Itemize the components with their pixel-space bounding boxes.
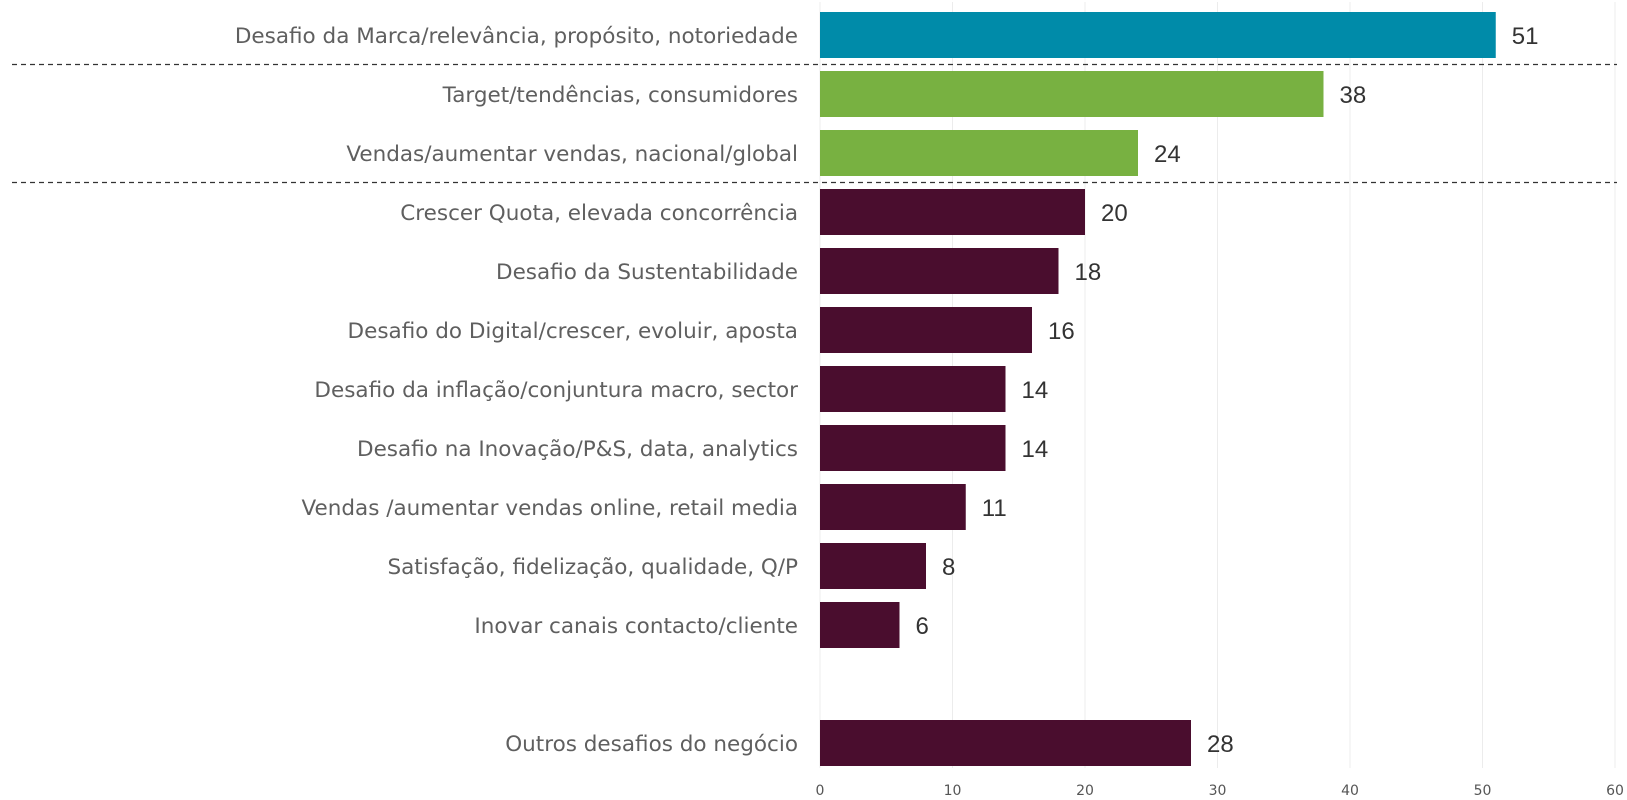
value-label: 6 <box>916 613 929 640</box>
value-label: 24 <box>1154 141 1181 168</box>
x-tick-label: 40 <box>1341 783 1359 799</box>
bar <box>820 248 1059 294</box>
category-labels: Desafio da Marca/relevância, propósito, … <box>235 24 798 757</box>
bar <box>820 189 1085 235</box>
value-label: 51 <box>1512 23 1539 50</box>
bar <box>820 602 900 648</box>
category-label: Outros desafios do negócio <box>505 732 798 757</box>
bar <box>820 366 1006 412</box>
value-label: 14 <box>1022 377 1049 404</box>
bar <box>820 543 926 589</box>
category-label: Vendas /aumentar vendas online, retail m… <box>301 496 798 521</box>
category-label: Crescer Quota, elevada concorrência <box>400 201 798 226</box>
bar <box>820 720 1191 766</box>
category-label: Target/tendências, consumidores <box>442 83 798 108</box>
value-label: 8 <box>942 554 955 581</box>
category-label: Desafio do Digital/crescer, evoluir, apo… <box>348 319 798 344</box>
bars <box>820 12 1496 766</box>
x-tick-label: 50 <box>1474 783 1492 799</box>
value-label: 11 <box>982 495 1007 522</box>
x-axis-ticks: 0 10 20 30 40 50 60 <box>816 783 1624 799</box>
category-label: Inovar canais contacto/cliente <box>474 614 798 639</box>
value-label: 18 <box>1075 259 1102 286</box>
category-label: Desafio na Inovação/P&S, data, analytics <box>357 437 798 462</box>
x-tick-label: 20 <box>1076 783 1094 799</box>
bar <box>820 12 1496 58</box>
x-tick-label: 60 <box>1606 783 1624 799</box>
value-label: 28 <box>1207 731 1234 758</box>
group-separators <box>12 65 1617 183</box>
bar <box>820 425 1006 471</box>
category-label: Vendas/aumentar vendas, nacional/global <box>346 142 798 167</box>
bar <box>820 484 966 530</box>
category-label: Desafio da Marca/relevância, propósito, … <box>235 24 798 49</box>
bar <box>820 307 1032 353</box>
bar <box>820 130 1138 176</box>
x-tick-label: 30 <box>1209 783 1227 799</box>
category-label: Satisfação, fidelização, qualidade, Q/P <box>387 555 798 580</box>
x-tick-label: 0 <box>816 783 825 799</box>
value-label: 20 <box>1101 200 1128 227</box>
x-tick-label: 10 <box>944 783 962 799</box>
value-label: 14 <box>1022 436 1049 463</box>
bar <box>820 71 1324 117</box>
category-label: Desafio da inflação/conjuntura macro, se… <box>314 378 798 403</box>
value-label: 38 <box>1340 82 1367 109</box>
category-label: Desafio da Sustentabilidade <box>496 260 798 285</box>
value-label: 16 <box>1048 318 1075 345</box>
